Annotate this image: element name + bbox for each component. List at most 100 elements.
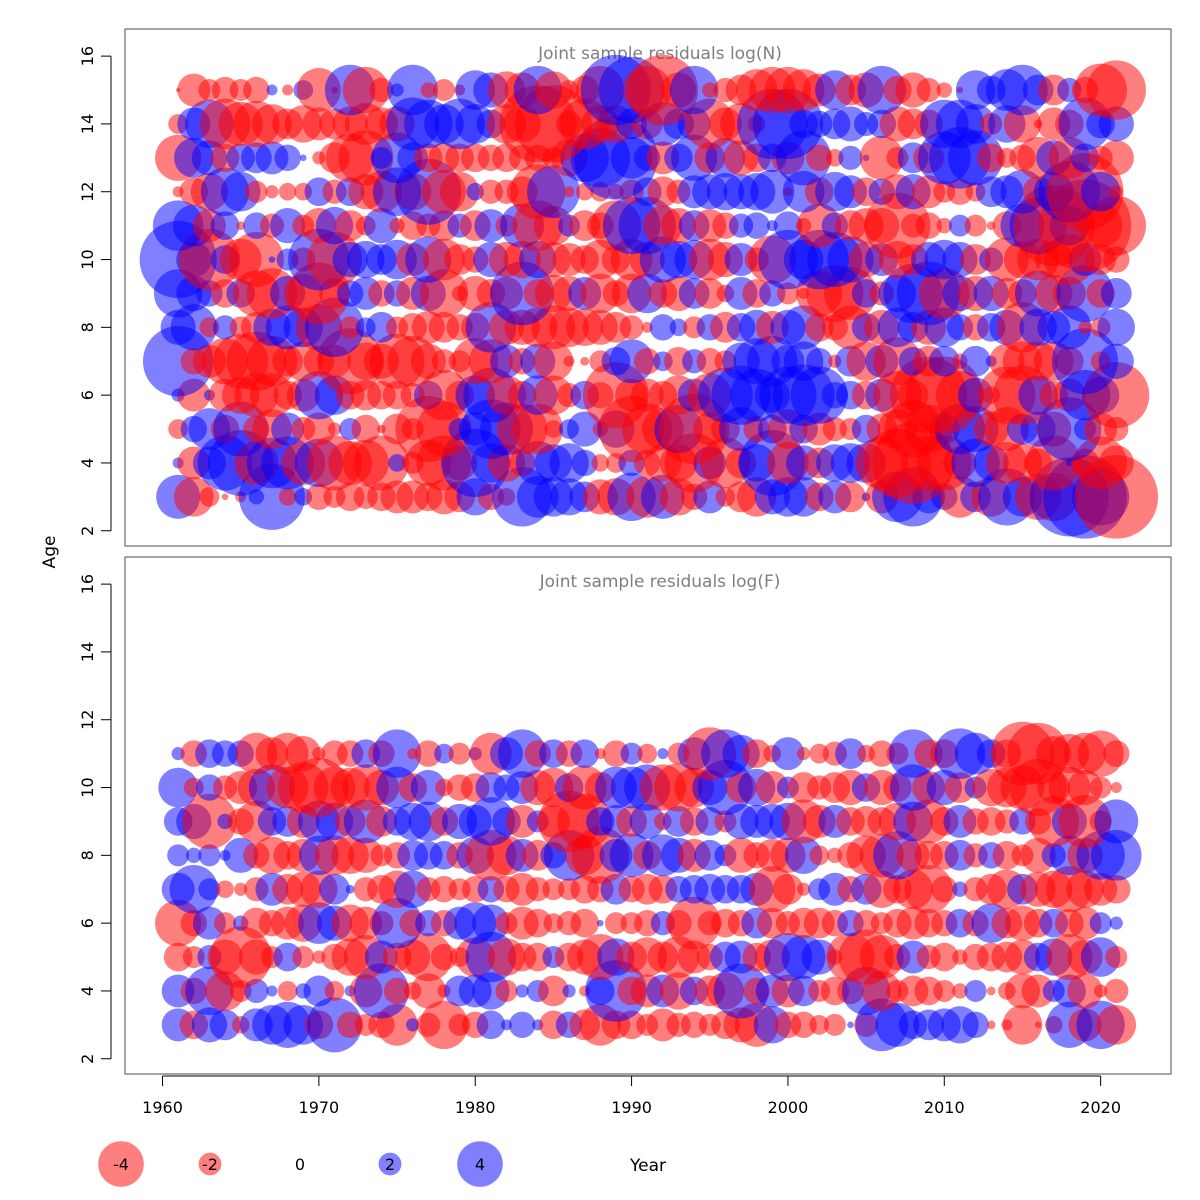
bubble-f-age5-1966	[238, 939, 274, 975]
bubble-n-age11-1972	[334, 210, 366, 242]
bubble-f-age4-2016	[1021, 974, 1055, 1008]
bubble-n-age15-1976	[387, 64, 438, 116]
bubble-f-age3-2016	[1034, 1021, 1042, 1029]
bubble-f-age8-2001	[784, 836, 823, 875]
bubble-f-age4-2001	[788, 975, 819, 1007]
bubble-n-age3-1963	[199, 486, 220, 507]
bubble-n-age3-1962	[174, 477, 214, 517]
bubble-f-age10-1961	[158, 767, 198, 808]
y-tick-label-f-6: 6	[78, 918, 97, 928]
y-tick-label-f-10: 10	[78, 777, 97, 797]
bubble-n-age7-1987	[580, 356, 590, 366]
bubble-n-age7-1995	[696, 348, 723, 375]
x-axis-title: Year	[629, 1156, 666, 1176]
bubble-f-age7-2021	[1101, 874, 1131, 904]
bubble-n-age13-1969	[299, 154, 307, 162]
bubble-f-age5-1961	[163, 942, 193, 972]
bubble-n-age3-1964	[221, 493, 229, 501]
bubble-f-age7-2001	[796, 882, 811, 896]
bubble-f-age6-2021	[1109, 916, 1123, 930]
legend-label-4: 4	[475, 1155, 485, 1174]
bubble-f-age4-1981	[472, 972, 510, 1010]
bubble-n-age12-1985	[527, 165, 580, 219]
legend-bubble--2	[198, 1152, 222, 1176]
bubble-f-age9-1995	[695, 807, 725, 836]
bubble-f-age3-1978	[419, 1000, 469, 1050]
bubble-f-age6-2020	[1089, 912, 1112, 935]
bubble-f-age7-2010	[931, 876, 958, 903]
bubble-f-age4-1967	[266, 985, 278, 997]
bubble-n-age4-1987	[571, 449, 598, 477]
bubble-n-age8-1992	[649, 314, 677, 341]
bubble-n-age15-1962	[177, 73, 211, 107]
bubble-f-age11-2001	[796, 747, 811, 761]
y-tick-label-f-12: 12	[78, 710, 97, 730]
bubble-f-age7-1972	[345, 884, 355, 894]
bubble-n-age5-1987	[567, 411, 603, 447]
bubble-f-age3-2012	[962, 1011, 989, 1039]
bubble-f-age11-1979	[448, 742, 471, 765]
y-tick-label-f-8: 8	[78, 850, 97, 860]
bubble-f-age11-2021	[1103, 740, 1130, 767]
bubble-n-age3-2004	[835, 481, 866, 513]
bubble-n-age11-1974	[363, 208, 400, 244]
bubble-f-age11-2006	[868, 740, 895, 767]
bubble-n-age10-1967	[268, 256, 276, 263]
bubble-n-age15-1973	[342, 66, 389, 114]
bubble-f-age4-2012	[964, 979, 987, 1002]
bubble-n-age12-1979	[439, 171, 480, 212]
y-tick-label-n-4: 4	[78, 458, 97, 468]
bubble-f-age11-1992	[657, 748, 669, 760]
bubble-f-age3-1983	[508, 1011, 536, 1039]
x-tick-label-1970: 1970	[299, 1098, 340, 1117]
bubble-n-age13-1968	[274, 144, 301, 172]
x-tick-label-2010: 2010	[924, 1098, 965, 1117]
bubble-f-age4-2019	[1067, 973, 1103, 1009]
bubble-n-age15-2010	[936, 82, 952, 98]
bubble-f-age3-2002	[809, 1014, 830, 1035]
bubble-n-age7-2021	[1098, 343, 1134, 379]
bubble-f-age4-2009	[914, 976, 943, 1006]
bubble-n-age8-1972	[339, 316, 362, 339]
bubble-f-age7-1985	[542, 878, 565, 901]
bubble-n-age11-1964	[210, 211, 240, 240]
panel-n-y-axis: 2 4 6 8 10 12 14 16	[78, 46, 112, 536]
bubble-f-age11-1998	[742, 739, 771, 768]
bubble-n-age13-2006	[859, 135, 904, 180]
bubble-f-age7-2011	[952, 881, 968, 897]
bubble-f-age6-1963	[192, 906, 226, 940]
bubble-f-age4-1983	[515, 984, 529, 998]
bubble-n-age15-1968	[282, 84, 294, 96]
bubble-f-age4-1982	[495, 979, 518, 1002]
bubble-n-age7-1986	[563, 355, 575, 367]
bubble-n-age15-1994	[669, 65, 719, 115]
bubble-f-age11-2000	[771, 737, 805, 771]
bubble-n-age12-2020	[1080, 171, 1121, 212]
bubble-n-age13-2013	[976, 143, 1006, 173]
bubble-n-age7-2002	[806, 348, 833, 375]
legend-label--4: -4	[113, 1155, 129, 1174]
bubble-f-age7-1984	[525, 877, 550, 902]
bubble-n-age15-1967	[266, 84, 278, 96]
bubble-n-age15-1978	[432, 79, 455, 102]
bubble-f-age6-1994	[667, 896, 721, 950]
bubble-n-age12-1966	[245, 180, 268, 203]
bubble-f-age11-1990	[620, 742, 643, 765]
bubble-n-age11-2010	[936, 217, 952, 234]
bubble-f-age3-2021	[1096, 1005, 1137, 1045]
bubble-f-age4-1977	[410, 973, 446, 1009]
bubble-n-age12-2021	[1109, 185, 1123, 199]
bubble-f-age8-2014	[992, 841, 1022, 870]
bubble-n-age12-1999	[750, 169, 795, 214]
bubble-n-age8-1974	[366, 311, 397, 343]
bubble-f-age11-1969	[285, 736, 321, 772]
bubble-n-age12-1986	[563, 186, 575, 198]
panel-f-bubbles	[155, 721, 1142, 1053]
bubble-f-age4-2021	[1104, 978, 1129, 1004]
x-tick-label-1980: 1980	[455, 1098, 496, 1117]
bubble-n-age4-1988	[591, 454, 610, 472]
bubble-f-age5-2010	[929, 942, 959, 972]
bubble-n-age15-1985	[534, 71, 573, 109]
bubble-f-age4-1968	[277, 981, 298, 1001]
bubble-n-age4-2021	[1098, 445, 1134, 481]
